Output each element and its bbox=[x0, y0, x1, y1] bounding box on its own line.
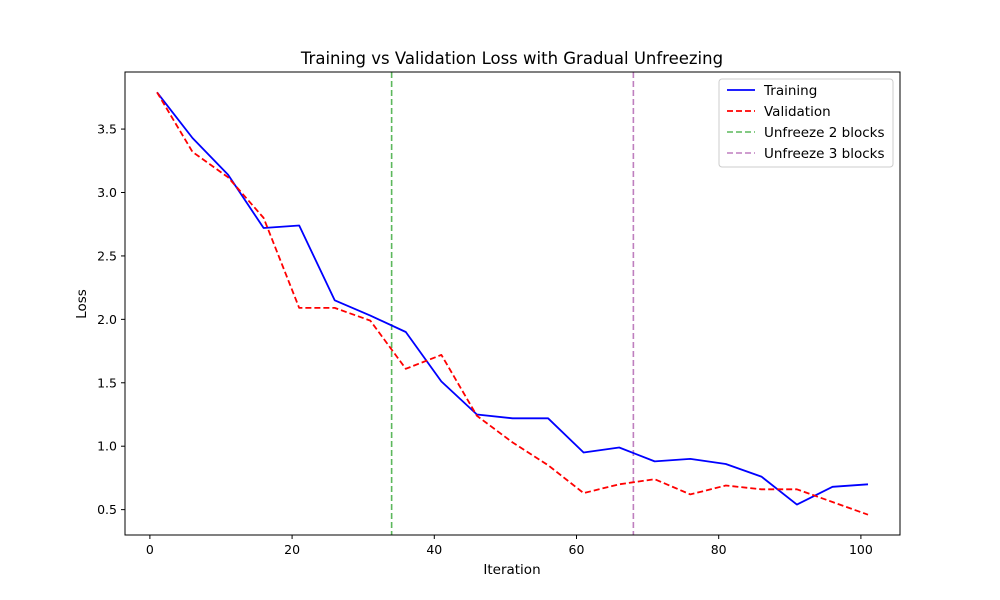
y-tick-label: 1.0 bbox=[97, 439, 117, 454]
x-tick-label: 0 bbox=[146, 542, 154, 557]
x-axis-ticks: 0 20 40 60 80 100 bbox=[146, 535, 873, 557]
y-tick-label: 3.5 bbox=[97, 122, 117, 137]
y-axis-ticks: 0.5 1.0 1.5 2.0 2.5 3.0 3.5 bbox=[97, 122, 125, 517]
series-line-training bbox=[156, 91, 869, 506]
x-tick-label: 20 bbox=[284, 542, 300, 557]
x-tick-label: 100 bbox=[849, 542, 873, 557]
x-axis-label: Iteration bbox=[483, 562, 540, 578]
legend-box bbox=[718, 78, 894, 168]
y-axis-label: Loss bbox=[74, 289, 90, 319]
chart-title: Training vs Validation Loss with Gradual… bbox=[300, 49, 723, 68]
y-tick-label: 0.5 bbox=[97, 502, 117, 517]
y-tick-label: 2.0 bbox=[97, 312, 117, 327]
series-line-validation bbox=[156, 91, 869, 516]
x-tick-label: 80 bbox=[711, 542, 727, 557]
plot-marks bbox=[156, 72, 869, 535]
legend-label-unfreeze-2: Unfreeze 2 blocks bbox=[764, 125, 884, 141]
y-tick-label: 1.5 bbox=[97, 375, 117, 390]
legend-label-validation: Validation bbox=[764, 104, 831, 120]
legend: Training Validation Unfreeze 2 blocks Un… bbox=[718, 78, 894, 168]
y-tick-label: 3.0 bbox=[97, 185, 117, 200]
legend-label-training: Training bbox=[763, 83, 817, 99]
x-tick-label: 60 bbox=[569, 542, 585, 557]
y-tick-label: 2.5 bbox=[97, 248, 117, 263]
x-tick-label: 40 bbox=[426, 542, 442, 557]
plot-frame bbox=[124, 71, 901, 536]
legend-label-unfreeze-3: Unfreeze 3 blocks bbox=[764, 146, 884, 162]
